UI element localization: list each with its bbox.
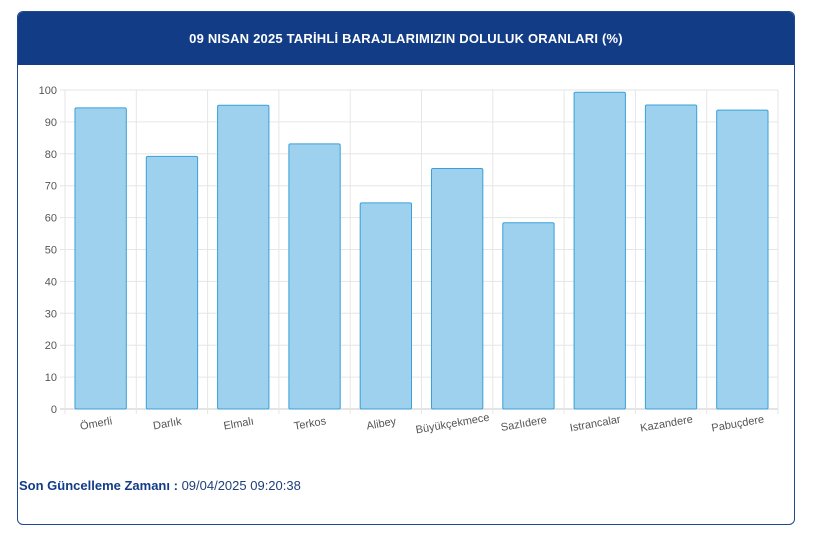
x-tick-label: Sazlıdere	[500, 414, 548, 434]
y-tick-label: 70	[45, 181, 57, 193]
x-tick-label: Kazandere	[639, 414, 693, 435]
bar-10	[716, 109, 769, 410]
y-tick-label: 60	[45, 213, 57, 225]
x-tick-label: Pabuçdere	[711, 414, 765, 435]
last-update-label: Son Güncelleme Zamanı :	[19, 478, 178, 493]
x-tick-label: Büyükçekmece	[415, 412, 491, 437]
bar-7	[502, 222, 555, 410]
bar-2	[145, 155, 199, 410]
last-update-value: 09/04/2025 09:20:38	[181, 478, 301, 493]
x-tick-label: Ömerli	[79, 415, 113, 432]
bars	[74, 91, 769, 410]
x-tick-label: Darlık	[152, 416, 183, 433]
y-tick-label: 10	[45, 372, 57, 384]
bar-8	[573, 91, 626, 410]
y-tick-label: 0	[51, 404, 57, 416]
bar-4	[288, 143, 341, 410]
y-tick-label: 20	[45, 340, 57, 352]
last-update: Son Güncelleme Zamanı : 09/04/2025 09:20…	[19, 478, 301, 493]
x-tick-label: Istrancalar	[569, 414, 622, 435]
y-tick-label: 30	[45, 308, 57, 320]
chart-title: 09 NISAN 2025 TARİHLİ BARAJLARIMIZIN DOL…	[18, 12, 794, 65]
y-tick-label: 100	[39, 85, 57, 97]
bar-9	[644, 104, 698, 410]
x-tick-label: Alibey	[366, 415, 398, 432]
y-tick-label: 80	[45, 149, 57, 161]
bar-6	[430, 167, 484, 410]
bar-5	[359, 202, 413, 410]
bar-chart: 0 10 20 30 40 50 60 70 80 90 100 Ömerli Darlık Elmal…	[39, 85, 779, 437]
y-axis-ticks: 0 10 20 30 40 50 60 70 80 90 100	[39, 85, 57, 416]
bar-1	[74, 107, 127, 410]
y-tick-label: 90	[45, 117, 57, 129]
y-tick-label: 40	[45, 276, 57, 288]
bar-3	[217, 104, 270, 410]
y-tick-label: 50	[45, 245, 57, 257]
x-tick-label: Elmalı	[223, 415, 255, 432]
x-axis-ticks: Ömerli Darlık Elmalı Terkos Alibey Büyükçekme…	[79, 412, 765, 437]
x-tick-label: Terkos	[293, 415, 327, 433]
